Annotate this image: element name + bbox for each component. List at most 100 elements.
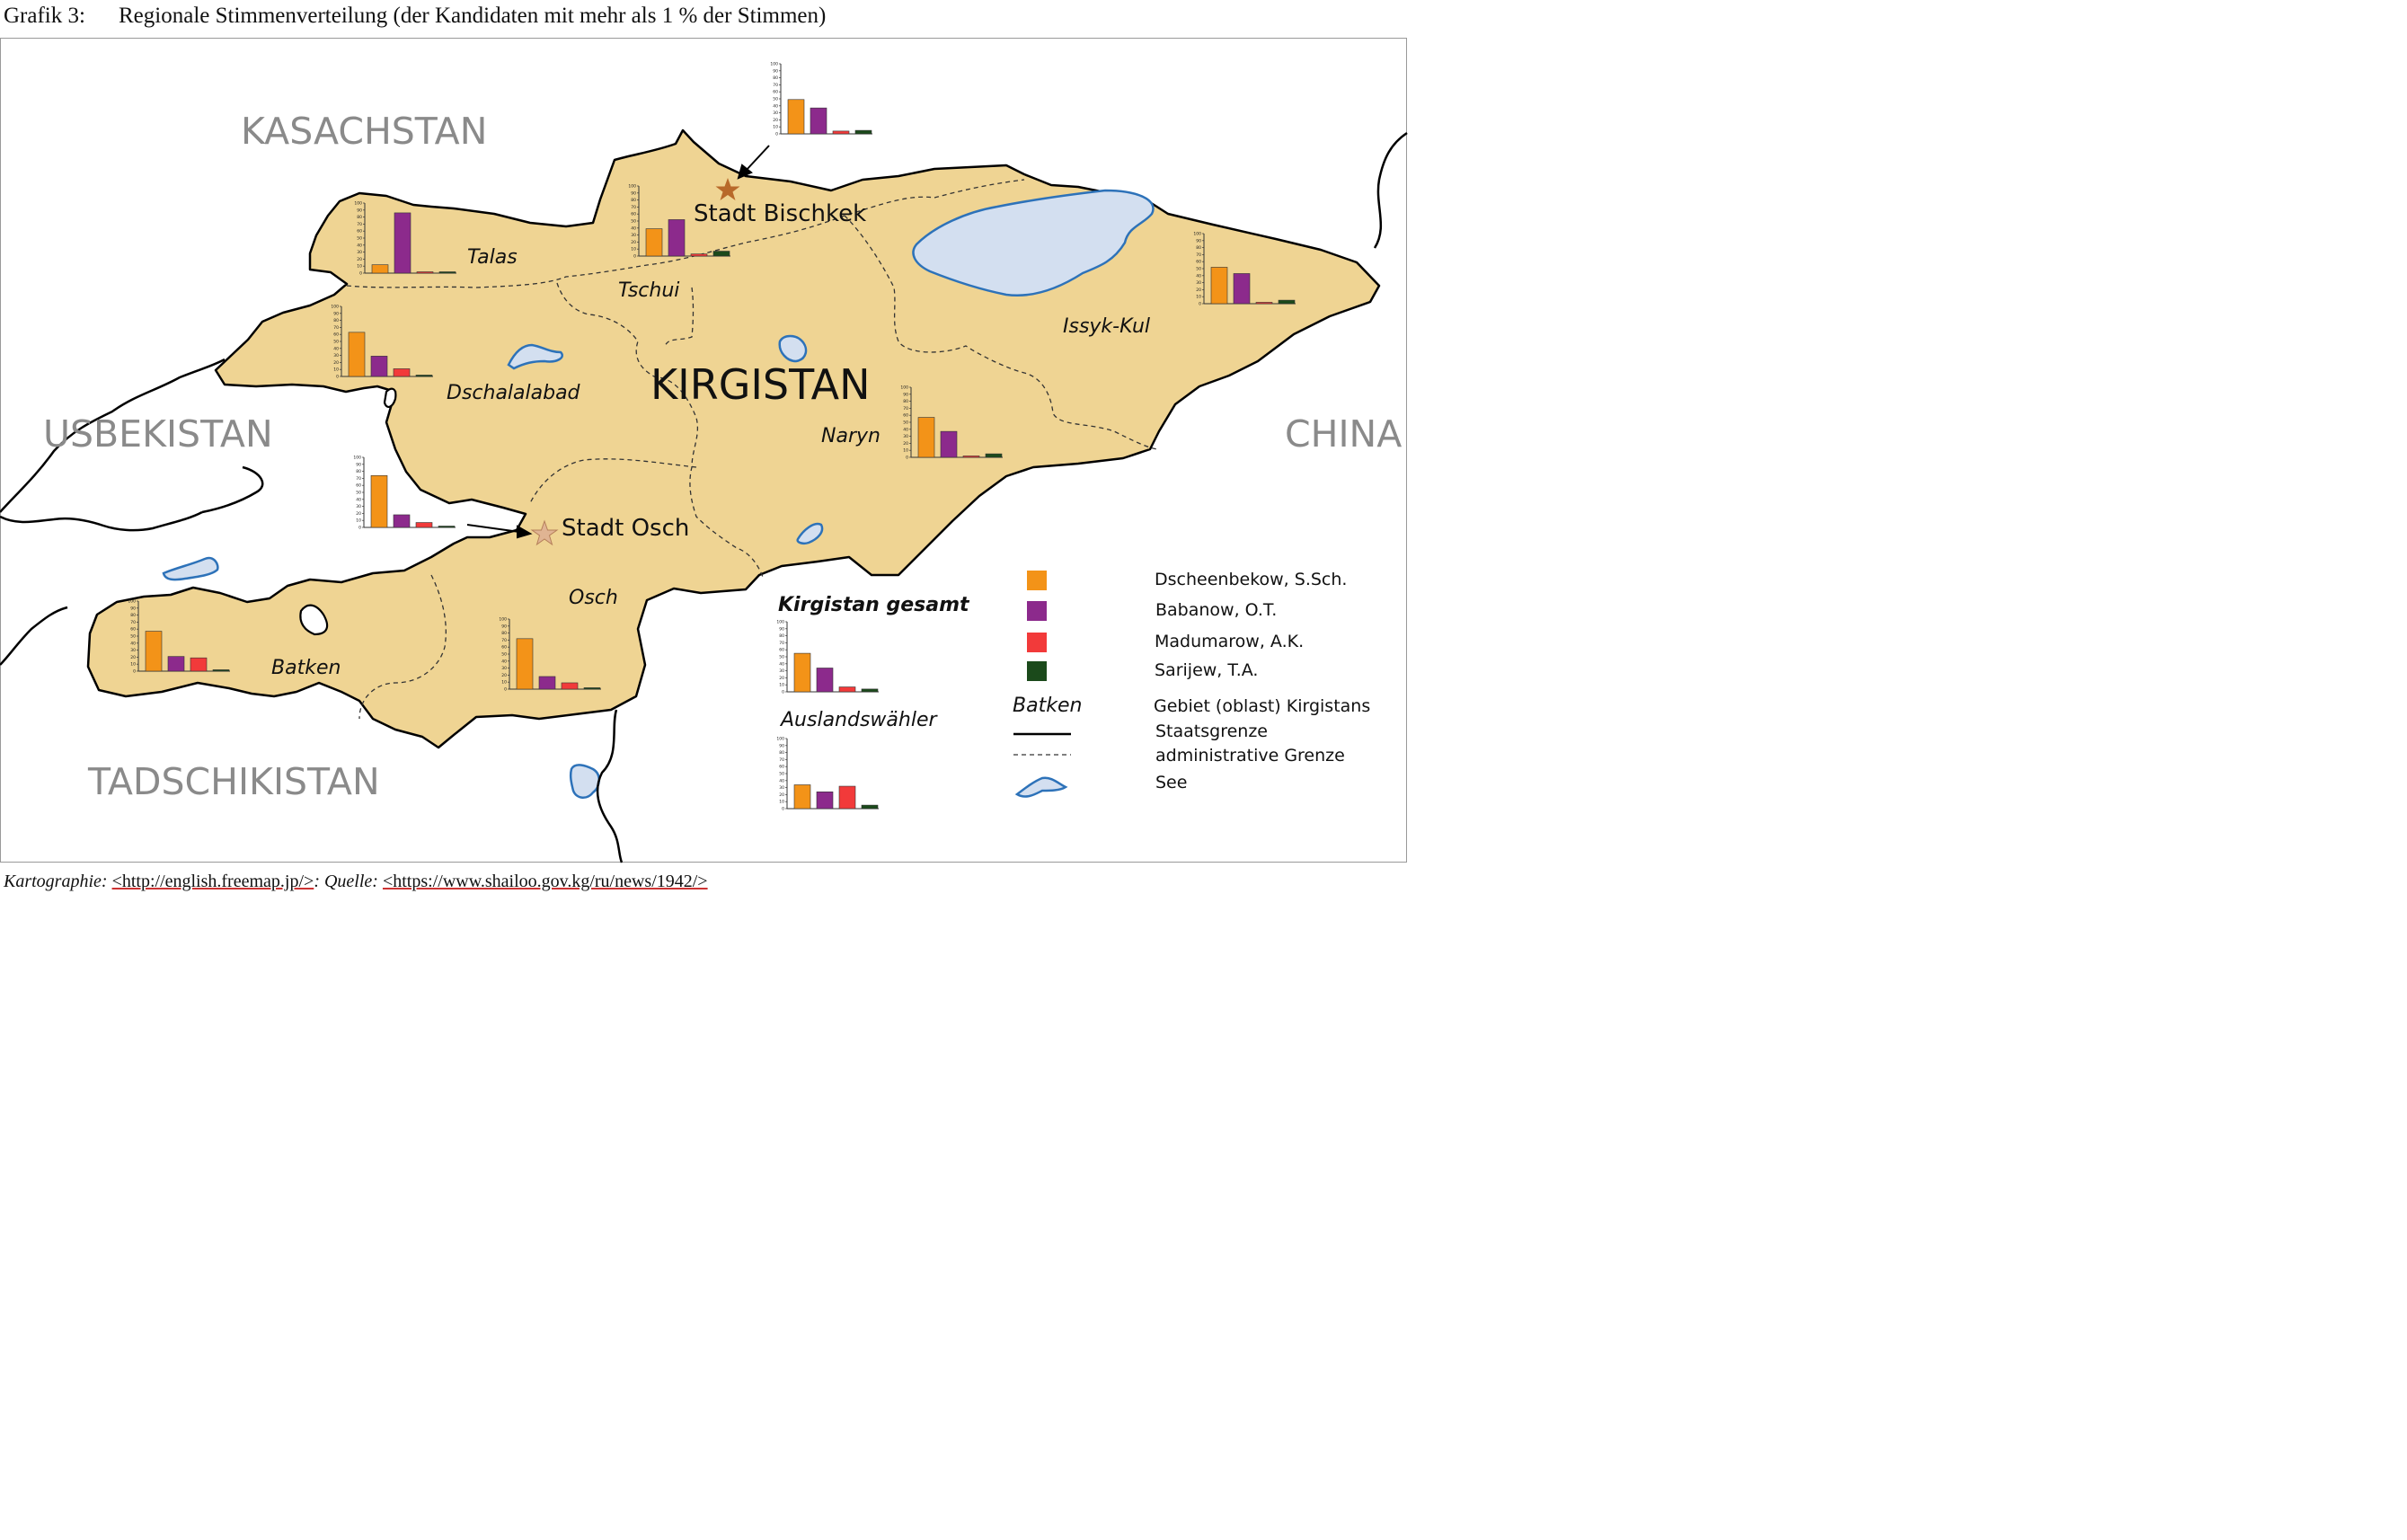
chart-bar bbox=[393, 514, 411, 528]
chart-bar bbox=[212, 669, 230, 672]
chart-bar bbox=[832, 130, 850, 135]
karakul-lake bbox=[569, 764, 600, 799]
chart-bar bbox=[690, 253, 708, 257]
chart-tick-label: 80 bbox=[356, 469, 361, 474]
chart-bar bbox=[370, 356, 388, 377]
chart-tick-label: 30 bbox=[773, 111, 778, 116]
country-label-kirgistan: KIRGISTAN bbox=[650, 360, 871, 409]
total-chart-title: Kirgistan gesamt bbox=[778, 594, 970, 616]
issyk-kul-lake bbox=[912, 189, 1155, 296]
son-kul-lake bbox=[778, 334, 808, 363]
chart-tick-label: 40 bbox=[501, 659, 507, 664]
source-label: Quelle: bbox=[323, 872, 378, 891]
chart-tick-label: 30 bbox=[333, 353, 339, 358]
chart-tick-label: 20 bbox=[903, 441, 908, 447]
chart-tick-label: 40 bbox=[357, 243, 362, 248]
chart-tick-label: 50 bbox=[356, 491, 361, 496]
chart-tick-label: 50 bbox=[357, 236, 362, 242]
chart-tick-label: 10 bbox=[903, 448, 908, 454]
chart-tick-label: 10 bbox=[631, 247, 636, 252]
chart-tick-label: 0 bbox=[782, 690, 784, 695]
legend: Dscheenbekow, S.Sch. Babanow, O.T. Madum… bbox=[1013, 570, 1370, 798]
chart-tick-label: 80 bbox=[779, 750, 784, 756]
abroad-chart-title: Auslandswähler bbox=[779, 709, 938, 731]
footer-separator: : bbox=[314, 872, 320, 891]
chart-tick-label: 40 bbox=[779, 778, 784, 783]
chart-tick-label: 60 bbox=[1196, 260, 1201, 265]
chart-tick-label: 20 bbox=[130, 655, 136, 660]
chart-tick-label: 20 bbox=[631, 240, 636, 245]
chart-bar bbox=[810, 107, 827, 135]
chart-bar bbox=[167, 656, 185, 672]
chart-tick-label: 50 bbox=[779, 772, 784, 777]
legend-region-desc: Gebiet (oblast) Kirgistans bbox=[1154, 696, 1370, 716]
chart-tick-label: 0 bbox=[775, 132, 778, 137]
chart-bar bbox=[393, 368, 411, 377]
chart-tick-label: 100 bbox=[776, 737, 784, 742]
country-label-china: CHINA bbox=[1285, 412, 1402, 456]
source-link[interactable]: <https://www.shailoo.gov.kg/ru/news/1942… bbox=[382, 872, 708, 891]
chart-tick-label: 60 bbox=[903, 413, 908, 419]
legend-swatch-sarijew bbox=[1027, 661, 1047, 681]
chart-tick-label: 80 bbox=[501, 631, 507, 636]
chart-tick-label: 10 bbox=[779, 800, 784, 805]
chart-tick-label: 10 bbox=[773, 125, 778, 130]
chart-bar bbox=[1278, 299, 1296, 305]
chart-tick-label: 70 bbox=[356, 476, 361, 482]
legend-swatch-madumarow bbox=[1027, 633, 1047, 652]
chart-tick-label: 60 bbox=[779, 765, 784, 770]
chart-tick-label: 60 bbox=[779, 648, 784, 653]
chart-tick-label: 70 bbox=[1196, 252, 1201, 258]
country-label-usbekistan: USBEKISTAN bbox=[43, 412, 273, 456]
chart-bar bbox=[793, 784, 811, 810]
carto-link[interactable]: <http://english.freemap.jp/> bbox=[111, 872, 314, 891]
chart-bar bbox=[712, 251, 730, 257]
chart-tick-label: 100 bbox=[128, 599, 136, 605]
chart-tick-label: 90 bbox=[779, 743, 784, 748]
chart-bar bbox=[394, 212, 411, 274]
chart-bar bbox=[538, 676, 556, 690]
chart-tick-label: 0 bbox=[133, 669, 136, 675]
chart-tick-label: 90 bbox=[903, 392, 908, 397]
chart-bar bbox=[917, 417, 935, 458]
carto-label: Kartographie: bbox=[4, 872, 108, 891]
chart-bar bbox=[1255, 302, 1273, 305]
chart-tick-label: 80 bbox=[333, 318, 339, 323]
legend-label-babanow: Babanow, O.T. bbox=[1155, 600, 1277, 620]
chart-tick-label: 90 bbox=[631, 190, 636, 196]
chart-bar bbox=[861, 804, 879, 810]
chart-tick-label: 90 bbox=[356, 462, 361, 467]
chart-tick-label: 50 bbox=[130, 634, 136, 640]
chart-tick-label: 0 bbox=[1199, 302, 1201, 307]
chart-tick-label: 80 bbox=[631, 198, 636, 203]
chart-bar bbox=[348, 332, 366, 377]
chart-tick-label: 80 bbox=[357, 215, 362, 220]
chart-tick-label: 10 bbox=[357, 264, 362, 270]
chart-tick-label: 80 bbox=[130, 613, 136, 618]
chart-bar bbox=[854, 129, 872, 135]
chart-tick-label: 50 bbox=[501, 652, 507, 658]
figure-title: Grafik 3: Regionale Stimmenverteilung (de… bbox=[4, 4, 826, 29]
state-borders bbox=[0, 131, 1408, 863]
chart-tick-label: 40 bbox=[903, 427, 908, 432]
chart-tick-label: 50 bbox=[773, 97, 778, 102]
chart-tick-label: 0 bbox=[906, 456, 908, 461]
legend-label-sarijew: Sarijew, T.A. bbox=[1155, 660, 1258, 680]
chart-tick-label: 50 bbox=[903, 420, 908, 426]
chart-tick-label: 20 bbox=[501, 673, 507, 678]
chart-bar bbox=[415, 375, 433, 377]
chart-bar bbox=[816, 668, 834, 693]
chart-tick-label: 40 bbox=[356, 497, 361, 502]
chart-bar bbox=[370, 474, 388, 528]
chart-tick-label: 100 bbox=[499, 617, 507, 623]
chart-tick-label: 70 bbox=[779, 641, 784, 646]
country-label-kasachstan: KASACHSTAN bbox=[241, 110, 487, 153]
chart-tick-label: 70 bbox=[779, 757, 784, 763]
